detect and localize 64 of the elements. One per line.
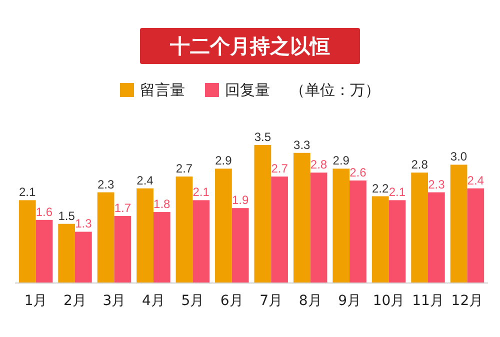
data-label: 3.0 [450, 150, 468, 164]
x-tick-label: 9月 [338, 293, 362, 309]
data-label: 2.1 [19, 185, 36, 200]
x-tick-label: 4月 [142, 293, 165, 309]
bar [450, 164, 468, 283]
x-tick-label: 1月 [24, 293, 48, 309]
legend-label: 留言量 [140, 81, 185, 99]
bar [310, 172, 328, 283]
data-label: 2.8 [411, 158, 428, 172]
bar [388, 200, 406, 283]
data-label: 1.8 [154, 197, 171, 212]
x-tick-label: 6月 [220, 293, 244, 309]
data-label: 2.7 [176, 162, 193, 176]
data-label: 2.3 [97, 177, 114, 192]
bar [97, 192, 114, 283]
legend-label: 回复量 [225, 81, 270, 99]
bar [114, 216, 132, 283]
bar [36, 220, 53, 283]
data-label: 1.6 [36, 204, 53, 219]
bar [75, 232, 92, 283]
bar [215, 168, 232, 283]
bar [467, 188, 484, 283]
x-tick-label: 10月 [372, 293, 405, 309]
data-label: 2.6 [350, 165, 367, 180]
bar [58, 224, 76, 283]
bar [271, 176, 288, 283]
bar [232, 208, 249, 283]
data-label: 3.5 [254, 130, 272, 144]
bar [192, 200, 210, 283]
x-tick-label: 7月 [260, 293, 283, 309]
bar [176, 176, 193, 283]
data-label: 2.1 [388, 185, 406, 200]
data-label: 1.5 [58, 208, 76, 223]
x-tick-label: 3月 [102, 293, 126, 309]
data-label: 1.3 [75, 216, 92, 231]
data-label: 2.4 [136, 173, 154, 188]
bar [428, 192, 445, 283]
x-tick-label: 5月 [181, 293, 204, 309]
data-label: 2.7 [271, 162, 288, 176]
x-tick-label: 11月 [412, 293, 444, 309]
data-label: 2.9 [332, 154, 350, 168]
text: （单位：万） [290, 81, 380, 99]
bar [411, 172, 428, 283]
data-label: 2.3 [428, 177, 446, 192]
bar [350, 180, 366, 283]
data-label: 2.8 [310, 158, 328, 172]
bar [18, 200, 36, 283]
bar [153, 212, 170, 283]
bar [372, 196, 389, 283]
bar [293, 152, 310, 283]
data-label: 2.4 [467, 173, 484, 188]
x-tick-label: 2月 [64, 293, 86, 309]
data-label: 1.9 [232, 193, 249, 208]
bar [136, 188, 154, 283]
data-label: 2.2 [372, 181, 390, 196]
data-label: 3.3 [294, 138, 311, 152]
bar [332, 168, 350, 283]
data-label: 2.9 [215, 154, 232, 168]
x-tick-label: 12月 [451, 293, 484, 309]
data-label: 2.1 [192, 185, 210, 200]
data-label: 1.7 [114, 200, 132, 215]
bar [254, 145, 272, 283]
x-tick-label: 8月 [298, 293, 322, 309]
chart-title: 十二个月持之以恒 [169, 34, 330, 58]
